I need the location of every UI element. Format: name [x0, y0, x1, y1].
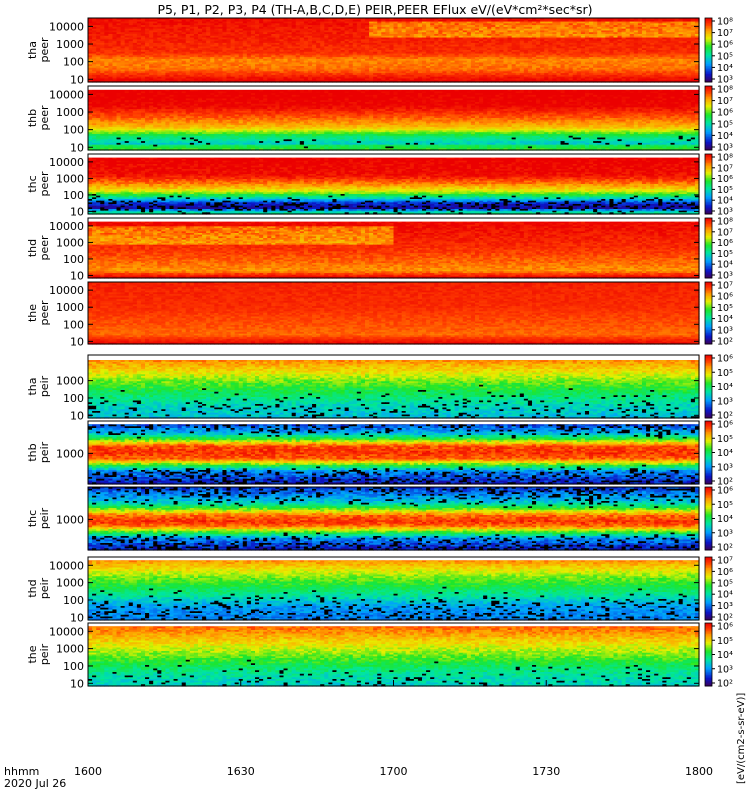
figure-title: P5, P1, P2, P3, P4 (TH-A,B,C,D,E) PEIR,P… [157, 2, 592, 17]
spectrogram-figure: P5, P1, P2, P3, P4 (TH-A,B,C,D,E) PEIR,P… [0, 0, 750, 800]
heatmap-cells [88, 18, 700, 83]
